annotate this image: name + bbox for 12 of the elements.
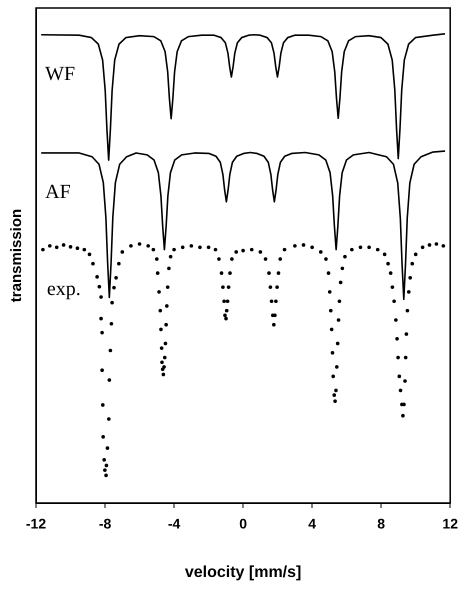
x-tick-label: -8 [98,515,112,532]
x-axis-title: velocity [mm/s] [184,564,302,581]
y-axis-title: transmission [8,208,26,302]
x-tick-label: 4 [308,515,316,532]
x-tick-label: -12 [26,515,46,532]
x-tick-label: 12 [442,515,458,532]
x-tick-label: -4 [168,515,181,532]
series-label: WF [45,62,76,85]
x-tick-label: 0 [239,515,248,532]
series-label: AF [45,181,71,204]
x-tick-label: 8 [377,515,386,532]
series-label: exp. [46,278,81,300]
